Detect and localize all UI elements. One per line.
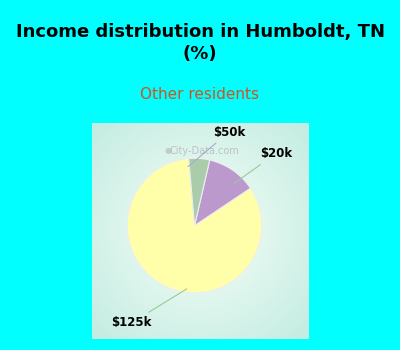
Wedge shape bbox=[189, 158, 210, 226]
Text: $50k: $50k bbox=[188, 126, 245, 167]
Text: ●: ● bbox=[165, 146, 172, 155]
Text: $20k: $20k bbox=[234, 147, 292, 184]
Text: City-Data.com: City-Data.com bbox=[170, 146, 239, 156]
Text: Other residents: Other residents bbox=[140, 87, 260, 102]
Text: $125k: $125k bbox=[111, 289, 187, 329]
Wedge shape bbox=[194, 160, 250, 226]
Wedge shape bbox=[127, 159, 262, 293]
Text: Income distribution in Humboldt, TN
(%): Income distribution in Humboldt, TN (%) bbox=[16, 23, 384, 63]
